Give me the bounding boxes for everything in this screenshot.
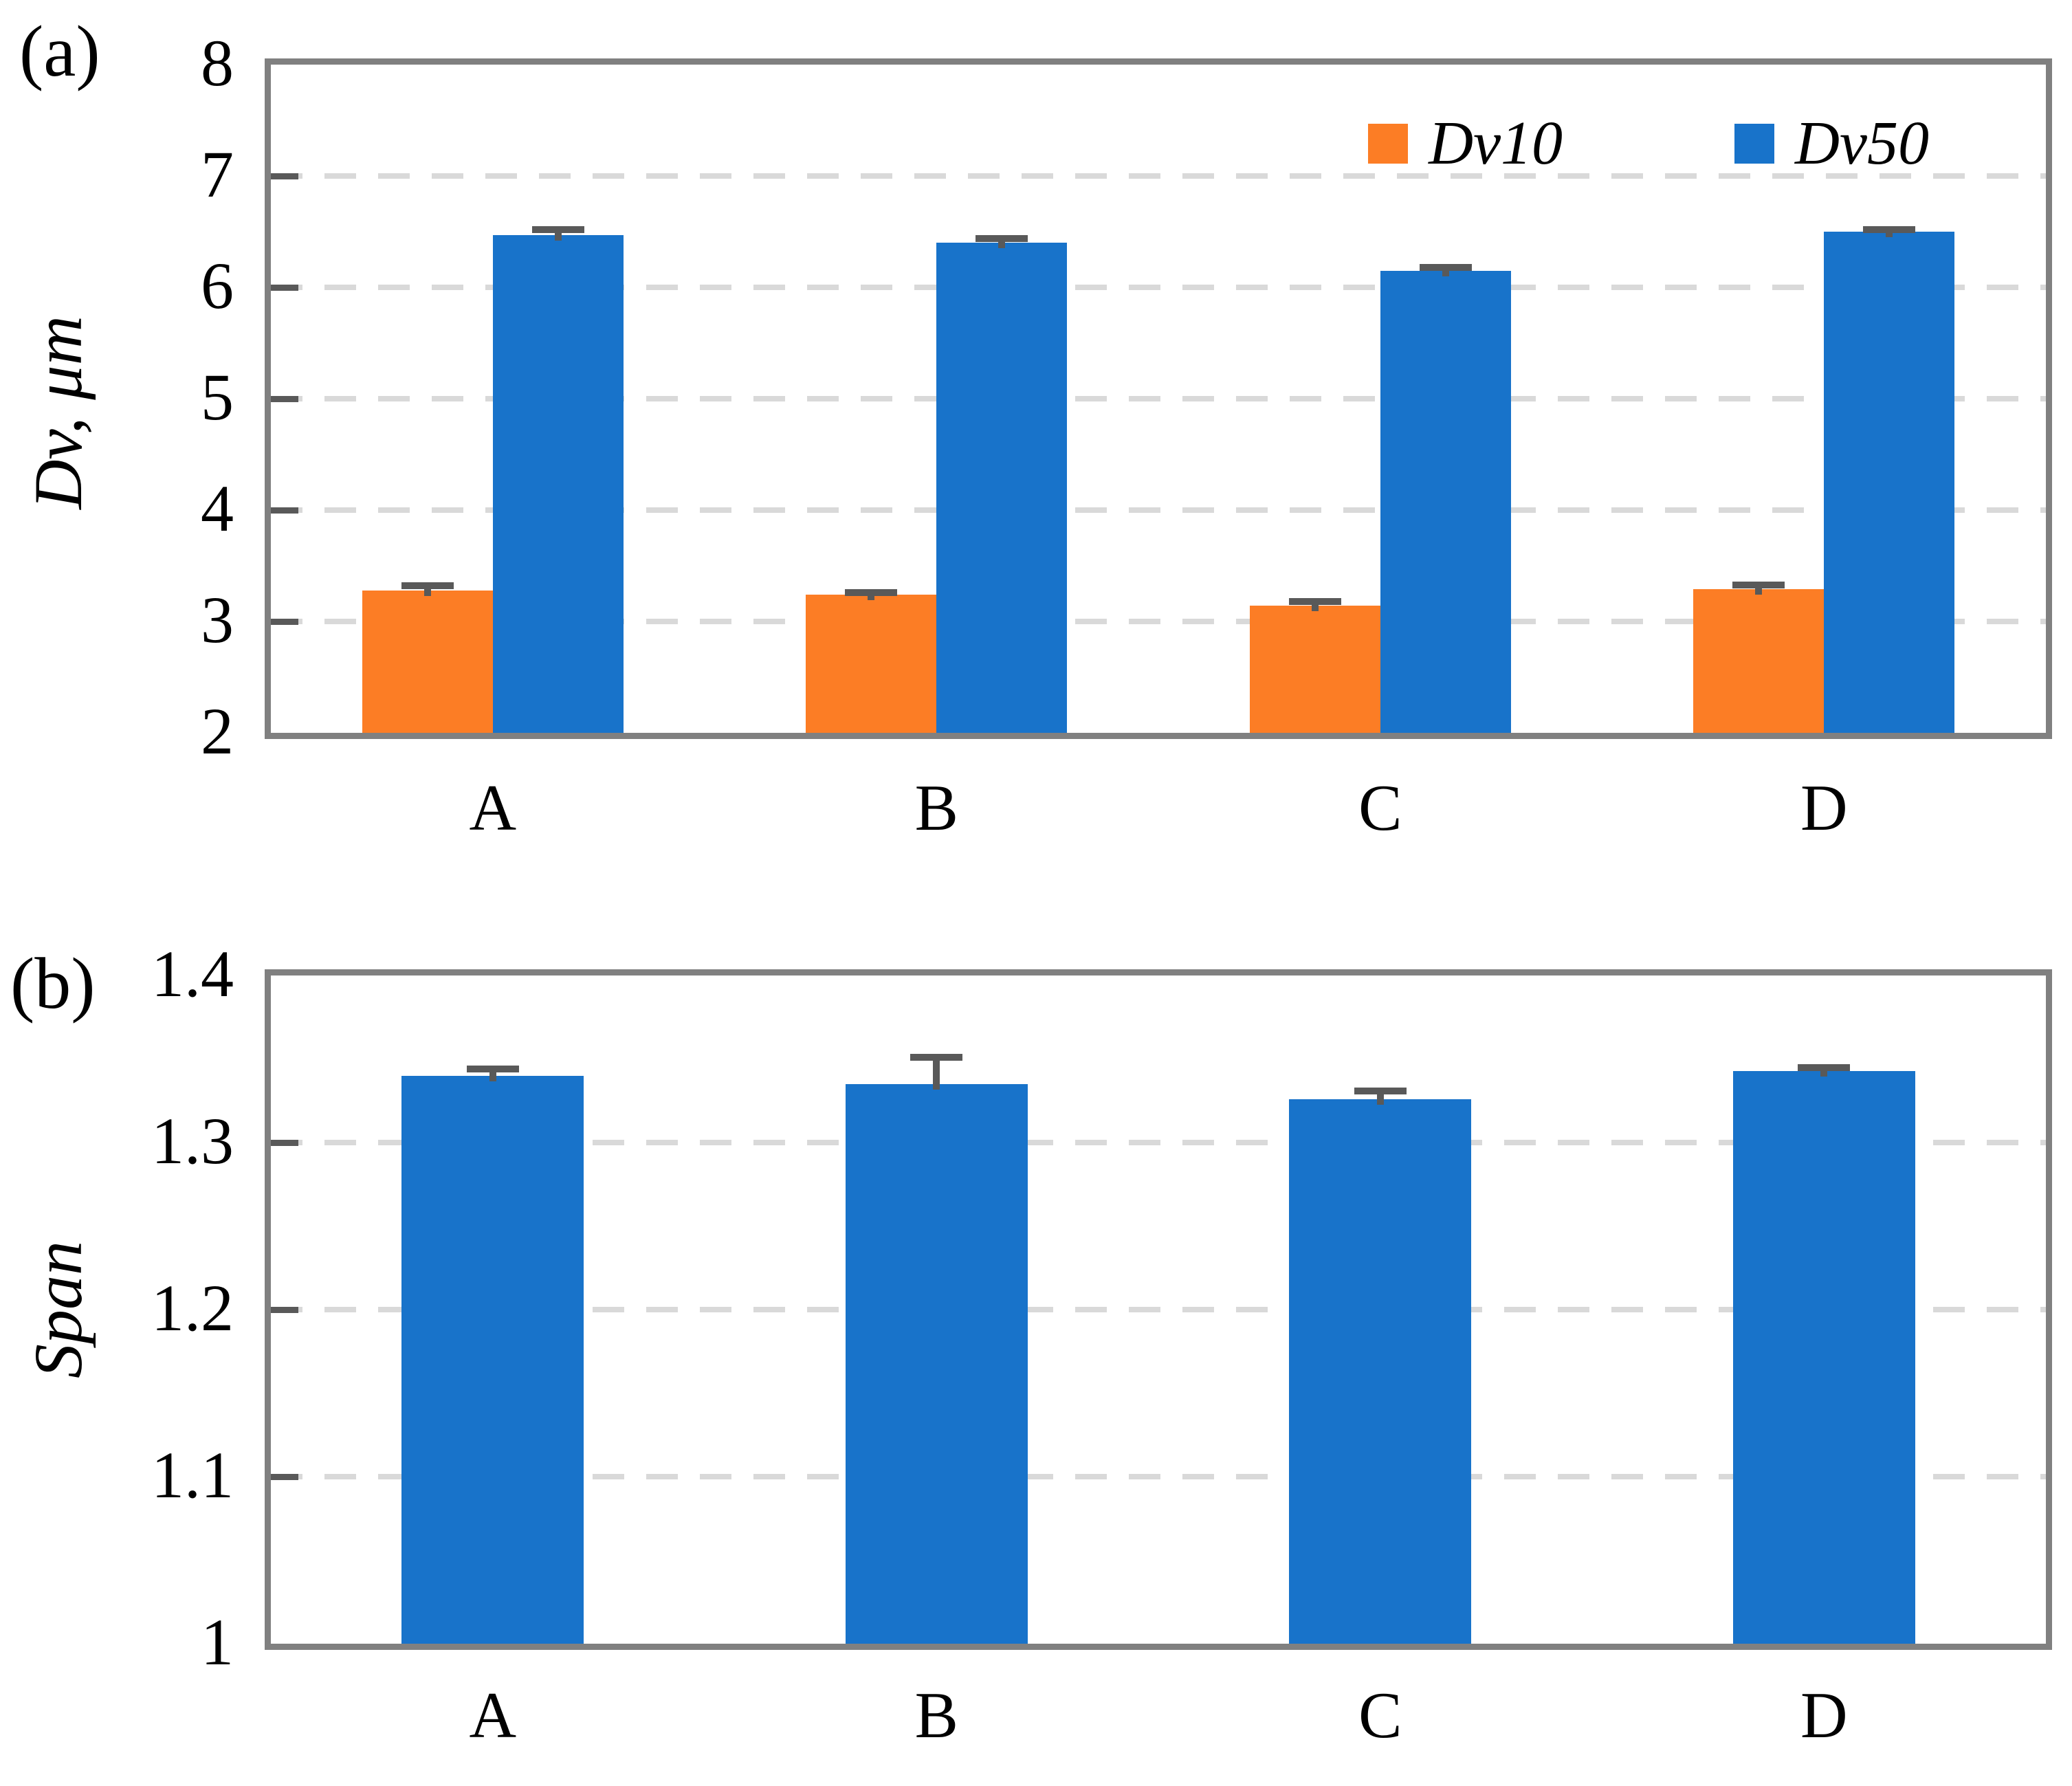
- legend-label-Dv10: Dv10: [1429, 109, 1563, 177]
- plot-area-a: Dv10 Dv50: [265, 58, 2052, 739]
- bar-a-D-Dv10: [1693, 589, 1825, 733]
- y-tick-label-b-1.2: 1.2: [151, 1271, 234, 1345]
- y-tick-a-7: [271, 173, 298, 179]
- error-bar-cap-a-C-Dv10: [1288, 597, 1341, 605]
- y-tick-label-b-1.3: 1.3: [151, 1104, 234, 1178]
- legend-swatch-Dv10: [1368, 124, 1409, 164]
- error-bar-cap-a-C-Dv50: [1419, 263, 1472, 271]
- y-tick-b-1.3: [271, 1140, 298, 1146]
- bar-a-D-Dv50: [1824, 232, 1955, 733]
- bar-b-A-Span: [401, 1075, 584, 1644]
- category-label-a-D: D: [1800, 771, 1848, 844]
- y-tick-label-a-5: 5: [201, 360, 234, 434]
- y-tick-label-b-1: 1: [201, 1605, 234, 1679]
- error-bar-cap-a-A-Dv10: [401, 582, 454, 590]
- y-tick-label-a-2: 2: [201, 694, 234, 769]
- y-tick-label-a-7: 7: [201, 137, 234, 212]
- panel-a-label: (a): [19, 11, 100, 91]
- legend-swatch-Dv50: [1734, 124, 1775, 164]
- gridline-a-4: [271, 507, 2046, 513]
- category-label-b-D: D: [1800, 1679, 1848, 1752]
- gridline-b-1.2: [271, 1307, 2046, 1312]
- error-bar-cap-a-B-Dv10: [845, 588, 898, 596]
- y-tick-a-3: [271, 619, 298, 625]
- y-tick-label-a-6: 6: [201, 249, 234, 323]
- error-bar-line-a-D-Dv50: [1886, 229, 1893, 237]
- error-bar-cap-a-B-Dv50: [976, 234, 1028, 242]
- error-bar-line-a-B-Dv10: [868, 592, 875, 601]
- category-label-a-A: A: [469, 771, 517, 844]
- error-bar-cap-a-A-Dv50: [531, 225, 584, 233]
- y-tick-a-5: [271, 396, 298, 402]
- error-bar-cap-b-D-Span: [1798, 1063, 1851, 1071]
- error-bar-line-a-D-Dv10: [1755, 584, 1763, 595]
- category-label-a-B: B: [914, 771, 958, 844]
- y-tick-label-b-1.4: 1.4: [151, 937, 234, 1011]
- error-bar-cap-b-C-Span: [1354, 1087, 1407, 1094]
- gridline-a-3: [271, 619, 2046, 624]
- bar-b-B-Span: [845, 1083, 1028, 1644]
- error-bar-line-a-B-Dv50: [998, 238, 1006, 249]
- category-label-b-A: A: [469, 1679, 517, 1752]
- legend-item-Dv10: Dv10: [1368, 113, 1563, 175]
- bar-b-D-Span: [1732, 1070, 1915, 1644]
- category-label-b-C: C: [1358, 1679, 1402, 1752]
- error-bar-line-b-B-Span: [933, 1057, 940, 1090]
- error-bar-line-a-C-Dv10: [1311, 601, 1319, 612]
- gridline-a-6: [271, 285, 2046, 290]
- bar-a-B-Dv50: [936, 243, 1068, 733]
- error-bar-line-a-A-Dv10: [423, 586, 431, 596]
- bar-a-A-Dv10: [362, 590, 493, 733]
- y-tick-label-a-3: 3: [201, 583, 234, 657]
- y-tick-label-a-4: 4: [201, 472, 234, 546]
- error-bar-cap-b-A-Span: [466, 1066, 519, 1073]
- error-bar-line-b-C-Span: [1376, 1090, 1384, 1105]
- gridline-b-1.1: [271, 1474, 2046, 1479]
- gridline-a-7: [271, 173, 2046, 179]
- category-label-b-B: B: [914, 1679, 958, 1752]
- bar-a-B-Dv10: [806, 595, 937, 733]
- y-tick-a-6: [271, 285, 298, 291]
- error-bar-line-a-A-Dv50: [554, 229, 562, 241]
- panel-b-label: (b): [10, 943, 96, 1024]
- y-tick-b-1.1: [271, 1474, 298, 1480]
- y-tick-a-4: [271, 507, 298, 514]
- error-bar-line-b-D-Span: [1820, 1067, 1828, 1077]
- bar-a-A-Dv50: [492, 234, 624, 733]
- error-bar-line-a-C-Dv50: [1442, 267, 1449, 276]
- legend-item-Dv50: Dv50: [1734, 113, 1929, 175]
- y-tick-b-1.2: [271, 1307, 298, 1313]
- y-tick-label-b-1.1: 1.1: [151, 1438, 234, 1512]
- legend: Dv10 Dv50: [1368, 113, 1929, 175]
- category-label-a-C: C: [1358, 771, 1402, 844]
- y-tick-label-a-8: 8: [201, 26, 234, 100]
- error-bar-cap-a-D-Dv50: [1863, 225, 1916, 233]
- error-bar-line-b-A-Span: [489, 1069, 496, 1081]
- gridline-b-1.3: [271, 1140, 2046, 1145]
- bar-a-C-Dv10: [1249, 606, 1380, 733]
- bar-a-C-Dv50: [1380, 270, 1511, 733]
- error-bar-cap-a-D-Dv10: [1732, 581, 1785, 588]
- error-bar-cap-b-B-Span: [910, 1054, 963, 1061]
- legend-label-Dv50: Dv50: [1795, 109, 1929, 177]
- plot-area-b: [265, 969, 2052, 1650]
- gridline-a-5: [271, 396, 2046, 401]
- bar-b-C-Span: [1289, 1099, 1472, 1644]
